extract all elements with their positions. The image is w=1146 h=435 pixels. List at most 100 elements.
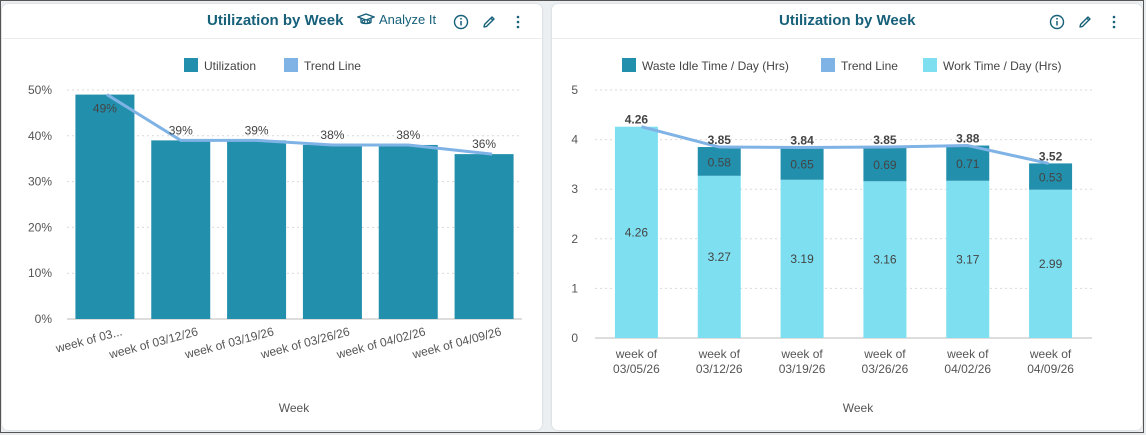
data-label: 39% [169,123,193,137]
data-label-total: 3.84 [790,134,814,148]
bar-waste-idle [780,147,824,180]
x-axis-title: Week [279,401,310,415]
y-tick-label: 1 [571,281,578,295]
data-label-waste-idle: 0.69 [873,158,897,172]
data-label-total: 3.85 [708,133,732,147]
analyze-it-button[interactable]: Analyze It [357,12,436,27]
bar-waste-idle [946,145,990,181]
edit-icon[interactable] [481,14,497,30]
data-label-work-time: 3.27 [708,250,732,264]
data-label-total: 4.26 [625,113,649,127]
x-tick-label-line: week of [946,347,989,361]
legend-label-trend-line: Trend Line [841,59,898,73]
legend-label-waste-idle: Waste Idle Time / Day (Hrs) [642,59,789,73]
x-tick-label-line: week of [863,347,906,361]
data-label-waste-idle: 0.53 [1039,171,1063,185]
chart-legend: Utilization Trend Line [184,58,361,73]
bar-work-time [863,181,907,338]
data-label-total: 3.88 [956,132,980,146]
x-tick-label: week of 03/19/26 [779,347,826,376]
data-label: 36% [472,137,496,151]
bar-work-time [697,175,741,338]
x-tick-label-line: week of [1029,347,1072,361]
y-tick-label: 0 [571,331,578,345]
graduation-cap-icon [357,12,375,24]
bar [227,140,287,319]
x-tick-label-line: 03/12/26 [696,362,743,376]
bar [378,144,438,319]
analyze-it-label: Analyze It [379,12,437,27]
more-vertical-icon[interactable] [1106,14,1122,30]
y-tick-label: 40% [28,129,52,143]
y-tick-label: 0% [35,312,53,326]
bar-waste-idle [697,147,741,176]
legend-label-utilization: Utilization [204,59,256,73]
x-tick-label: week of 03/05/26 [613,347,660,376]
more-vertical-icon[interactable] [510,14,526,30]
chart-legend: Waste Idle Time / Day (Hrs) Trend Line Wor… [622,58,1061,73]
x-tick-label-line: 03/19/26 [779,362,826,376]
legend-swatch-trend-line [821,58,835,72]
bar-work-time [614,126,658,338]
data-label: 49% [93,102,117,116]
utilization-panel-right: Utilization by Week Waste Idle Time / Da… [552,4,1142,430]
data-label: 38% [320,128,344,142]
info-icon[interactable] [1049,14,1065,30]
trend-line [106,93,493,156]
x-axis-title: Week [843,401,874,415]
y-tick-label: 5 [571,83,578,97]
data-label-work-time: 3.19 [790,252,814,266]
data-label-work-time: 3.17 [956,252,980,266]
bar-work-time [780,179,824,338]
x-tick-label: week of 04/09/26 [1027,347,1074,376]
legend-label-trend-line: Trend Line [304,59,361,73]
y-tick-label: 2 [571,232,578,246]
data-label: 39% [245,123,269,137]
legend-swatch-waste-idle [622,58,636,72]
data-label-total: 3.52 [1039,149,1063,163]
data-label-work-time: 4.26 [625,225,649,239]
bar-work-time [1029,189,1073,338]
stacked-time-bar-chart: Waste Idle Time / Day (Hrs) Trend Line Wor… [571,58,1092,415]
x-tick-label: week of 03/26/26 [862,347,909,376]
bar [151,140,211,319]
panel-header: Utilization by Week [552,4,1142,39]
edit-icon[interactable] [1077,14,1093,30]
panel-title: Utilization by Week [779,12,916,29]
y-tick-label: 50% [28,83,52,97]
x-tick-label-line: 04/09/26 [1027,362,1074,376]
utilization-panel-left: Utilization by Week Analyze It Utilizati… [2,4,542,430]
bar-work-time [946,180,990,338]
data-label-waste-idle: 0.58 [708,155,732,169]
bar [75,94,135,319]
y-tick-label: 20% [28,220,52,234]
legend-swatch-utilization [184,58,198,72]
y-tick-label: 4 [571,133,578,147]
data-label-total: 3.85 [873,133,897,147]
x-tick-label: week of 03/12/26 [696,347,743,376]
x-tick-label-line: week of [780,347,823,361]
x-tick-label: week of 04/02/26 [944,347,991,376]
panel-header: Utilization by Week Analyze It [2,4,542,39]
bar [454,154,514,319]
bar [302,144,362,319]
y-tick-label: 3 [571,182,578,196]
legend-label-work-time: Work Time / Day (Hrs) [943,59,1061,73]
y-tick-label: 30% [28,175,52,189]
x-tick-label-line: week of [615,347,658,361]
trend-line [641,125,1049,165]
x-tick-label-line: week of [698,347,741,361]
legend-swatch-work-time [923,58,937,72]
x-tick-label-line: 03/26/26 [862,362,909,376]
data-label: 38% [396,128,420,142]
utilization-bar-chart: Utilization Trend Line 0% 10% 20% 30% 40% 50% 49… [28,58,522,415]
data-label-waste-idle: 0.71 [956,157,980,171]
data-label-work-time: 2.99 [1039,257,1063,271]
data-label-work-time: 3.16 [873,253,897,267]
bar-waste-idle [863,147,907,182]
legend-swatch-trend-line [284,58,298,72]
info-icon[interactable] [453,14,469,30]
x-tick-label-line: 04/02/26 [944,362,991,376]
data-label-waste-idle: 0.65 [790,158,814,172]
bar-waste-idle [1029,163,1073,190]
